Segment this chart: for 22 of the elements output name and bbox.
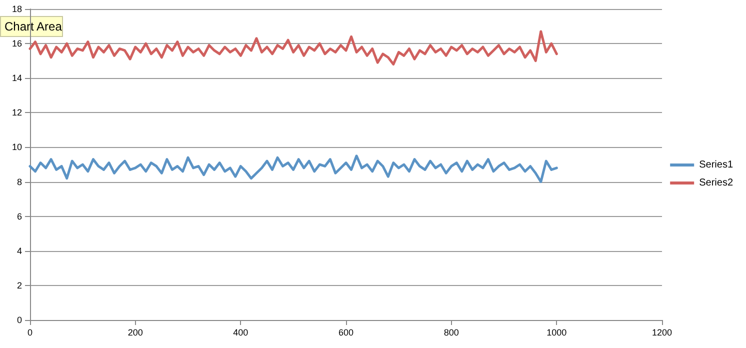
y-tick-label: 0 <box>16 315 22 325</box>
y-tick-label: 18 <box>12 4 22 14</box>
annotation: Chart Area <box>4 20 62 34</box>
y-tick-label: 4 <box>16 246 22 256</box>
x-tick-label: 800 <box>444 328 459 338</box>
y-tick-label: 10 <box>12 142 22 152</box>
x-tick-label: 1200 <box>652 328 672 338</box>
y-tick-label: 16 <box>12 38 22 49</box>
line-series <box>28 30 558 66</box>
y-tick-label: 8 <box>16 176 22 187</box>
x-tick-label: 600 <box>338 328 354 338</box>
legend-label: Series2 <box>699 178 734 188</box>
x-tick-label: 200 <box>128 328 143 338</box>
line-series <box>28 154 558 184</box>
y-tick-label: 12 <box>12 108 22 118</box>
y-tick-label: 2 <box>16 280 22 290</box>
x-tick-label: 1000 <box>546 328 567 338</box>
y-tick-label: 14 <box>12 73 22 84</box>
x-tick-label: 400 <box>233 328 248 338</box>
legend-label: Series1 <box>699 160 734 170</box>
x-tick-label: 0 <box>27 328 33 338</box>
y-tick-label: 6 <box>16 211 22 222</box>
